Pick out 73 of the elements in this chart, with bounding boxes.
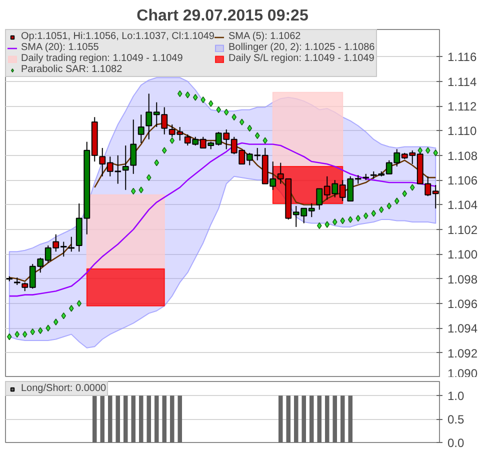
- y-tick-label: 1.102: [448, 222, 478, 237]
- point: [216, 106, 222, 114]
- point: [371, 210, 376, 217]
- point: [394, 198, 400, 204]
- point: [356, 214, 361, 222]
- point: [14, 330, 20, 338]
- candlestick: [122, 145, 129, 190]
- point: [363, 212, 368, 220]
- y-tick-label: 1.108: [448, 148, 478, 163]
- point: [425, 147, 430, 154]
- chart-title: Chart 29.07.2015 09:25: [136, 8, 308, 24]
- y-tick-label: 1.096: [448, 296, 478, 311]
- point: [316, 222, 322, 230]
- candlestick: [130, 119, 137, 174]
- point: [30, 328, 36, 336]
- point: [61, 312, 66, 320]
- y-tick-label: 1.094: [448, 322, 478, 336]
- point: [378, 206, 384, 214]
- point: [162, 147, 167, 154]
- point: [192, 94, 198, 101]
- candlestick: [138, 114, 144, 144]
- legend-label: Bollinger (20, 2): 1.1025 - 1.1086: [228, 42, 375, 53]
- point: [402, 190, 408, 198]
- point: [22, 330, 28, 338]
- point: [68, 304, 74, 312]
- y-tick-label: 1.112: [448, 100, 477, 114]
- legend-label: Long/Short: 0.0000: [21, 383, 106, 394]
- y-tick-label: 1.110: [448, 124, 477, 138]
- point: [418, 147, 423, 154]
- point: [6, 333, 12, 340]
- legend-label: Daily S/L region: 1.1049 - 1.1049: [228, 53, 374, 64]
- point: [386, 202, 392, 210]
- point: [130, 188, 136, 195]
- point: [53, 318, 58, 326]
- legend-label: Daily trading region: 1.1049 - 1.1049: [21, 53, 183, 64]
- y-tick-label: 1.104: [448, 198, 478, 212]
- y-tick-label: 1.098: [448, 272, 478, 286]
- point: [208, 100, 214, 107]
- y-tick-label: 0.0: [448, 436, 465, 450]
- point: [254, 132, 260, 140]
- point: [332, 218, 338, 226]
- y-tick-label: 1.0: [448, 389, 465, 404]
- point: [348, 216, 353, 223]
- point: [200, 96, 206, 104]
- y-tick-label: 1.106: [448, 174, 478, 188]
- point: [262, 137, 268, 144]
- y-tick-label: 0.5: [448, 412, 465, 427]
- candlestick: [68, 236, 76, 252]
- point: [340, 217, 346, 224]
- point: [76, 300, 82, 307]
- point: [433, 150, 438, 156]
- point: [154, 159, 160, 166]
- y-tick-label: 1.092: [448, 346, 478, 360]
- legend-label: Op:1.1051, Hi:1.1056, Lo:1.1037, Cl:1.1049: [21, 31, 214, 42]
- point: [247, 124, 252, 132]
- point: [177, 90, 182, 98]
- point: [239, 118, 244, 126]
- y-tick-label: 1.100: [448, 248, 478, 262]
- point: [38, 327, 43, 334]
- legend-label: SMA (20): 1.1055: [21, 42, 99, 53]
- legend-label: Parabolic SAR: 1.1082: [21, 64, 122, 75]
- point: [232, 114, 237, 121]
- y-tick-label: 1.114: [448, 74, 477, 89]
- point: [146, 174, 152, 181]
- y-tick-label: 1.116: [448, 50, 477, 64]
- point: [185, 92, 190, 98]
- point: [46, 324, 51, 332]
- point: [410, 184, 415, 191]
- point: [170, 137, 175, 144]
- point: [138, 186, 144, 194]
- point: [324, 221, 330, 228]
- point: [224, 108, 229, 116]
- legend-label: SMA (5): 1.1062: [228, 31, 301, 42]
